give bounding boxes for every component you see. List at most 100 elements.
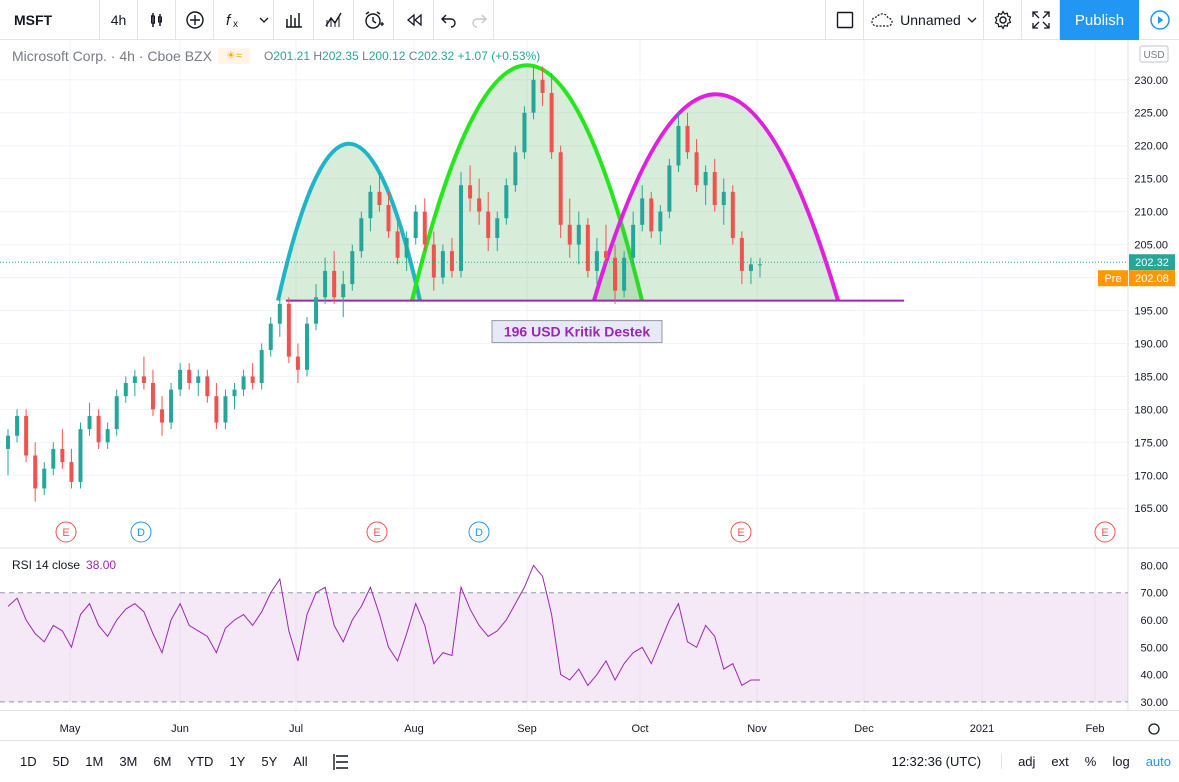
- event-marker: E: [55, 521, 77, 543]
- price-tick-label: 230.00: [1134, 75, 1168, 87]
- rsi-tick-label: 40.00: [1140, 670, 1168, 682]
- candle: [540, 66, 545, 107]
- candle: [105, 422, 110, 449]
- green-arc: [410, 63, 644, 302]
- layout-name-button[interactable]: Unnamed: [864, 0, 984, 40]
- candle: [449, 237, 454, 278]
- range-button-6m[interactable]: 6M: [153, 754, 172, 769]
- cyan-arc: [276, 141, 422, 302]
- fullscreen-button[interactable]: [1022, 0, 1060, 40]
- candle: [486, 191, 491, 252]
- candle: [413, 205, 418, 245]
- templates-button[interactable]: [274, 0, 314, 40]
- undo-icon: [441, 14, 456, 28]
- ohlc-values: O201.21 H202.35 L200.12 C202.32 +1.07 (+…: [263, 49, 541, 63]
- range-button-1d[interactable]: 1D: [20, 754, 37, 769]
- range-button-1y[interactable]: 1Y: [229, 754, 246, 769]
- scale-option-adj[interactable]: adj: [1018, 754, 1036, 769]
- range-button-3m[interactable]: 3M: [119, 754, 138, 769]
- time-tick-label: Nov: [747, 723, 767, 735]
- price-tick-label: 165.00: [1134, 503, 1168, 515]
- play-button[interactable]: [1140, 0, 1179, 40]
- last-price-label: 202.32: [1135, 257, 1169, 269]
- candlestick-series: [6, 66, 762, 502]
- range-button-all[interactable]: All: [293, 754, 308, 769]
- price-chart[interactable]: 196 USD Kritik Destek 165.00 170.00 175.00…: [0, 40, 1179, 740]
- svg-text:D: D: [137, 527, 145, 539]
- price-tick-label: 215.00: [1134, 174, 1168, 186]
- range-buttons: 1D 5D 1M 3M 6M YTD 1Y 5Y All: [0, 754, 316, 769]
- date-range-icon[interactable]: [326, 752, 366, 772]
- magenta-arc: [592, 92, 840, 302]
- candle: [241, 369, 246, 397]
- candle: [567, 198, 572, 258]
- bar-style-button[interactable]: [138, 0, 176, 40]
- candle: [205, 369, 210, 403]
- legend-title: Microsoft Corp. · 4h · Cboe BZX: [12, 48, 212, 64]
- range-button-1m[interactable]: 1M: [85, 754, 104, 769]
- event-marker: E: [730, 521, 752, 543]
- candle: [459, 172, 464, 278]
- event-marker: E: [1094, 521, 1116, 543]
- candle: [277, 290, 282, 337]
- candle: [404, 231, 409, 271]
- candle: [150, 369, 155, 416]
- range-button-5y[interactable]: 5Y: [261, 754, 278, 769]
- price-axis[interactable]: 165.00 170.00 175.00 180.00 185.00 190.00 195.…: [0, 45, 1175, 515]
- candle: [223, 389, 228, 430]
- symbol-search-button[interactable]: MSFT: [0, 0, 100, 40]
- candle: [549, 73, 554, 159]
- redo-button[interactable]: [464, 0, 494, 40]
- candle: [667, 158, 672, 219]
- candle: [640, 185, 645, 232]
- range-button-ytd[interactable]: YTD: [187, 754, 214, 769]
- indicators-dropdown[interactable]: [254, 0, 274, 40]
- rsi-tick-label: 70.00: [1140, 588, 1168, 600]
- candle: [758, 257, 762, 278]
- price-tick-label: 185.00: [1134, 371, 1168, 383]
- currency-badge: [1139, 45, 1169, 63]
- price-tick-label: 175.00: [1134, 437, 1168, 449]
- rsi-legend: RSI 14 close 38.00: [12, 558, 116, 572]
- rsi-line: [7, 564, 760, 687]
- add-indicator-button[interactable]: [176, 0, 214, 40]
- select-layout-button[interactable]: [826, 0, 864, 40]
- candle: [6, 429, 10, 476]
- candle: [631, 211, 636, 265]
- settings-button[interactable]: [984, 0, 1022, 40]
- candle: [594, 237, 599, 285]
- price-tick-label: 180.00: [1134, 404, 1168, 416]
- gear-icon: [994, 9, 1011, 30]
- rsi-pane: 30.00 40.00 50.00 60.00 70.00 80.00: [0, 560, 1168, 709]
- replay-button[interactable]: [394, 0, 434, 40]
- price-tick-label: 205.00: [1134, 240, 1168, 252]
- cloud-icon: [871, 12, 893, 27]
- publish-button[interactable]: Publish: [1060, 0, 1139, 40]
- event-marker: E: [366, 521, 388, 543]
- range-button-5d[interactable]: 5D: [52, 754, 70, 769]
- market-status-icon[interactable]: ☀≈: [217, 48, 250, 64]
- candle: [522, 106, 527, 159]
- price-tick-label: 170.00: [1134, 470, 1168, 482]
- time-tick-label: Sep: [517, 723, 537, 735]
- candle: [250, 363, 255, 390]
- bottom-toolbar: 1D 5D 1M 3M 6M YTD 1Y 5Y All 12:32:36 (UTC) adj e…: [0, 740, 1179, 782]
- candle: [730, 185, 735, 245]
- scale-option-percent[interactable]: %: [1084, 754, 1097, 769]
- scale-option-log[interactable]: log: [1112, 754, 1130, 769]
- clock[interactable]: 12:32:36 (UTC): [891, 754, 982, 769]
- interval-button[interactable]: 4h: [100, 0, 138, 40]
- rsi-value: 38.00: [86, 558, 117, 572]
- undo-button[interactable]: [434, 0, 464, 40]
- candle: [440, 244, 445, 285]
- scale-option-auto[interactable]: auto: [1145, 754, 1171, 769]
- time-axis[interactable]: May Jun Jul Aug Sep Oct Nov Dec 2021 Feb: [0, 710, 1179, 736]
- alert-button[interactable]: [354, 0, 394, 40]
- last-price-badge: [1129, 254, 1175, 271]
- compare-button[interactable]: [314, 0, 354, 40]
- alert-icon: [364, 10, 384, 29]
- scale-option-ext[interactable]: ext: [1051, 754, 1069, 769]
- bar-style-icon: [150, 12, 162, 27]
